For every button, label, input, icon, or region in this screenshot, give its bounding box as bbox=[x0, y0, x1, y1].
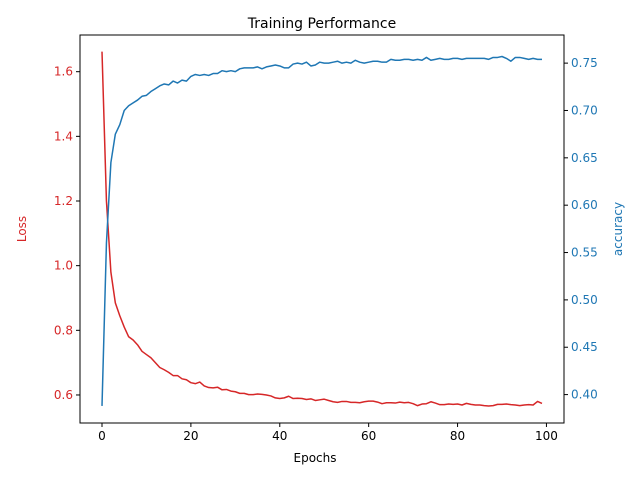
left-tick-label: 1.0 bbox=[54, 259, 73, 273]
left-tick-label: 1.4 bbox=[54, 129, 73, 143]
right-tick-label: 0.40 bbox=[571, 388, 598, 402]
left-tick-label: 0.8 bbox=[54, 323, 73, 337]
left-tick-label: 1.6 bbox=[54, 65, 73, 79]
chart-title: Training Performance bbox=[247, 16, 396, 32]
right-axis-title: accuracy bbox=[611, 202, 625, 256]
plot-frame bbox=[79, 34, 565, 424]
right-tick-label: 0.55 bbox=[571, 246, 598, 260]
right-tick-label: 0.45 bbox=[571, 340, 598, 354]
x-tick-label: 0 bbox=[98, 429, 106, 443]
left-tick-label: 1.2 bbox=[54, 194, 73, 208]
right-tick-label: 0.60 bbox=[571, 198, 598, 212]
accuracy-series-line bbox=[101, 55, 542, 406]
x-tick-label: 100 bbox=[535, 429, 558, 443]
x-tick-label: 60 bbox=[361, 429, 376, 443]
left-tick-label: 0.6 bbox=[54, 388, 73, 402]
loss-series-line bbox=[101, 51, 543, 407]
x-tick-label: 20 bbox=[183, 429, 198, 443]
series-layer bbox=[101, 51, 543, 407]
x-tick-label: 80 bbox=[450, 429, 465, 443]
x-tick-label: 40 bbox=[272, 429, 287, 443]
right-tick-label: 0.70 bbox=[571, 103, 598, 117]
right-tick-label: 0.65 bbox=[571, 151, 598, 165]
left-axis-title: Loss bbox=[15, 216, 29, 242]
x-axis-title: Epochs bbox=[294, 451, 337, 465]
right-tick-label: 0.75 bbox=[571, 56, 598, 70]
axis-layer: 0 20 40 60 80 100 0.6 0.8 1.0 1.2 1.4 1.6 0.40 0.45 0.… bbox=[54, 56, 598, 443]
right-tick-label: 0.50 bbox=[571, 293, 598, 307]
